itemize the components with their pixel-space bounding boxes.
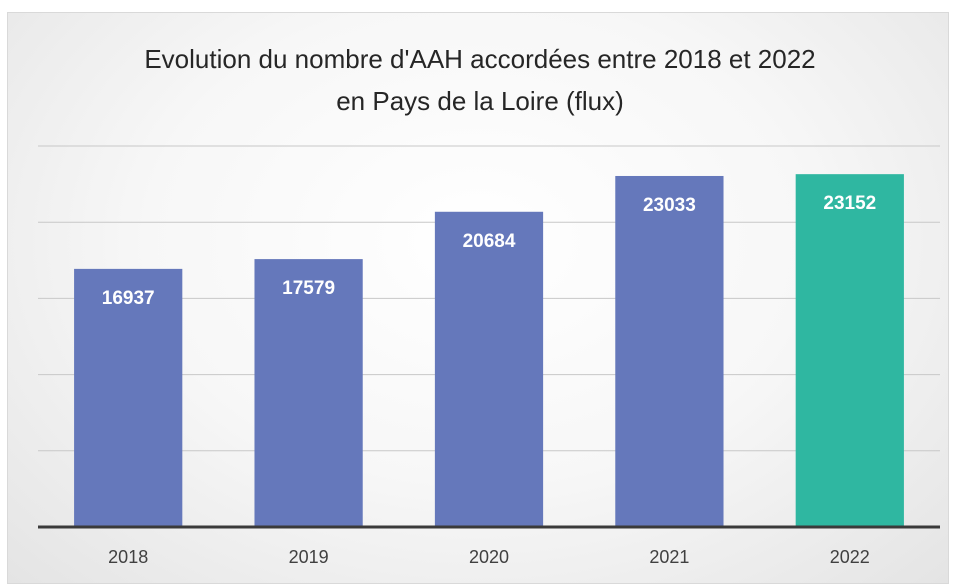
chart-title: Evolution du nombre d'AAH accordées entr…: [144, 44, 816, 116]
data-label: 17579: [282, 278, 335, 299]
bar: [254, 259, 363, 527]
x-tick-label: 2018: [108, 547, 148, 567]
bar: [74, 268, 183, 527]
x-tick-label: 2020: [469, 547, 509, 567]
data-label: 23033: [643, 195, 696, 216]
x-tick-label: 2022: [830, 547, 870, 567]
data-label: 20684: [463, 231, 516, 252]
bar: [795, 174, 904, 527]
x-tick-label: 2019: [289, 547, 329, 567]
x-tick-label: 2021: [649, 547, 689, 567]
bar: [615, 175, 724, 527]
data-label: 16937: [102, 288, 155, 309]
bar: [434, 211, 544, 528]
data-label: 23152: [823, 193, 876, 214]
